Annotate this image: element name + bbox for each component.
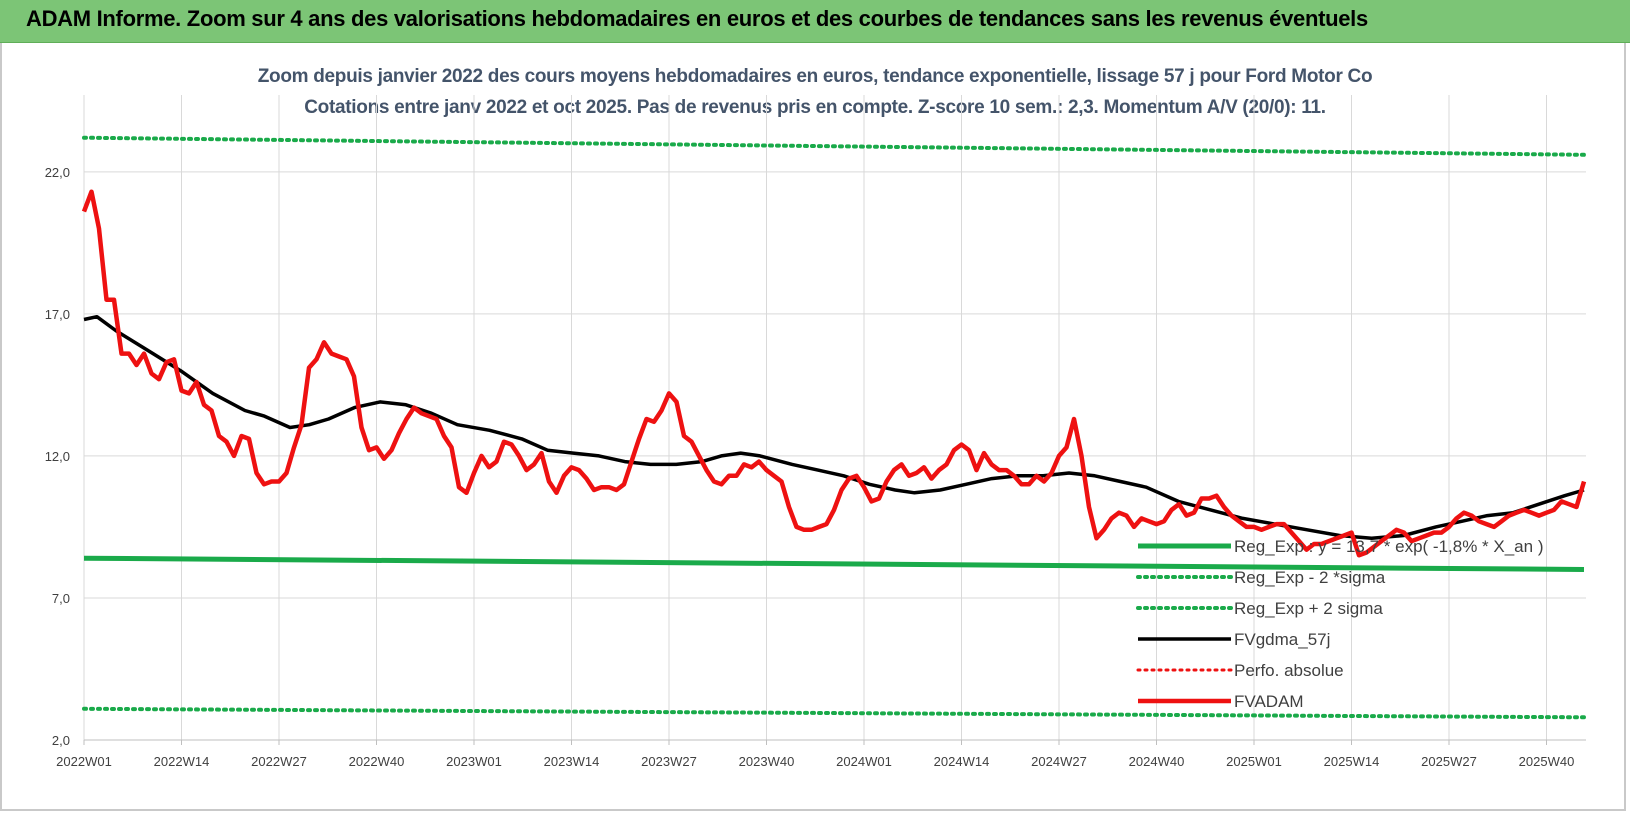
x-axis: 2022W01 2022W14 2022W27 2022W40 2023W01 2023W… [56,754,1574,769]
x-tick-label: 2025W40 [1519,754,1575,769]
x-tick-label: 2024W40 [1129,754,1185,769]
x-tick-label: 2024W14 [934,754,990,769]
series-line-2 [82,135,1586,157]
y-axis: 2,0 7,0 12,0 17,0 22,0 [45,165,70,748]
legend-label: Perfo. absolue [1234,661,1344,680]
y-tick-label: 12,0 [45,449,70,464]
legend-label: Reg_Exp : y = 13,7 * exp( -1,8% * X_an ) [1234,537,1543,556]
series-line-0 [83,555,1585,572]
legend-label: FVADAM [1234,692,1304,711]
x-tick-label: 2022W27 [251,754,307,769]
legend: Reg_Exp : y = 13,7 * exp( -1,8% * X_an )… [1136,537,1543,711]
y-tick-label: 22,0 [45,165,70,180]
banner-title: ADAM Informe. Zoom sur 4 ans des valoris… [26,6,1368,31]
x-tick-label: 2023W01 [446,754,502,769]
series-layer [81,135,1587,720]
header-banner: ADAM Informe. Zoom sur 4 ans des valoris… [0,0,1630,43]
x-tick-label: 2025W27 [1421,754,1477,769]
x-tick-label: 2022W14 [154,754,210,769]
x-tick-label: 2023W14 [544,754,600,769]
y-tick-label: 2,0 [52,733,70,748]
chart-subtitle: Cotations entre janv 2022 et oct 2025. P… [304,97,1326,118]
legend-label: FVgdma_57j [1234,630,1330,649]
series-line-1 [82,706,1586,720]
x-tick-label: 2024W01 [836,754,892,769]
x-tick-label: 2023W40 [739,754,795,769]
series-line-5 [81,189,1587,558]
legend-label: Reg_Exp - 2 *sigma [1234,568,1386,587]
chart-title: Zoom depuis janvier 2022 des cours moyen… [257,66,1373,87]
x-tick-label: 2022W01 [56,754,112,769]
x-tick-label: 2022W40 [349,754,405,769]
x-tick-label: 2025W14 [1324,754,1380,769]
series-line-3 [83,314,1585,541]
y-tick-label: 17,0 [45,307,70,322]
legend-label: Reg_Exp + 2 sigma [1234,599,1383,618]
grid [83,95,1586,745]
x-tick-label: 2024W27 [1031,754,1087,769]
y-tick-label: 7,0 [52,591,70,606]
x-tick-label: 2023W27 [641,754,697,769]
x-tick-label: 2025W01 [1226,754,1282,769]
